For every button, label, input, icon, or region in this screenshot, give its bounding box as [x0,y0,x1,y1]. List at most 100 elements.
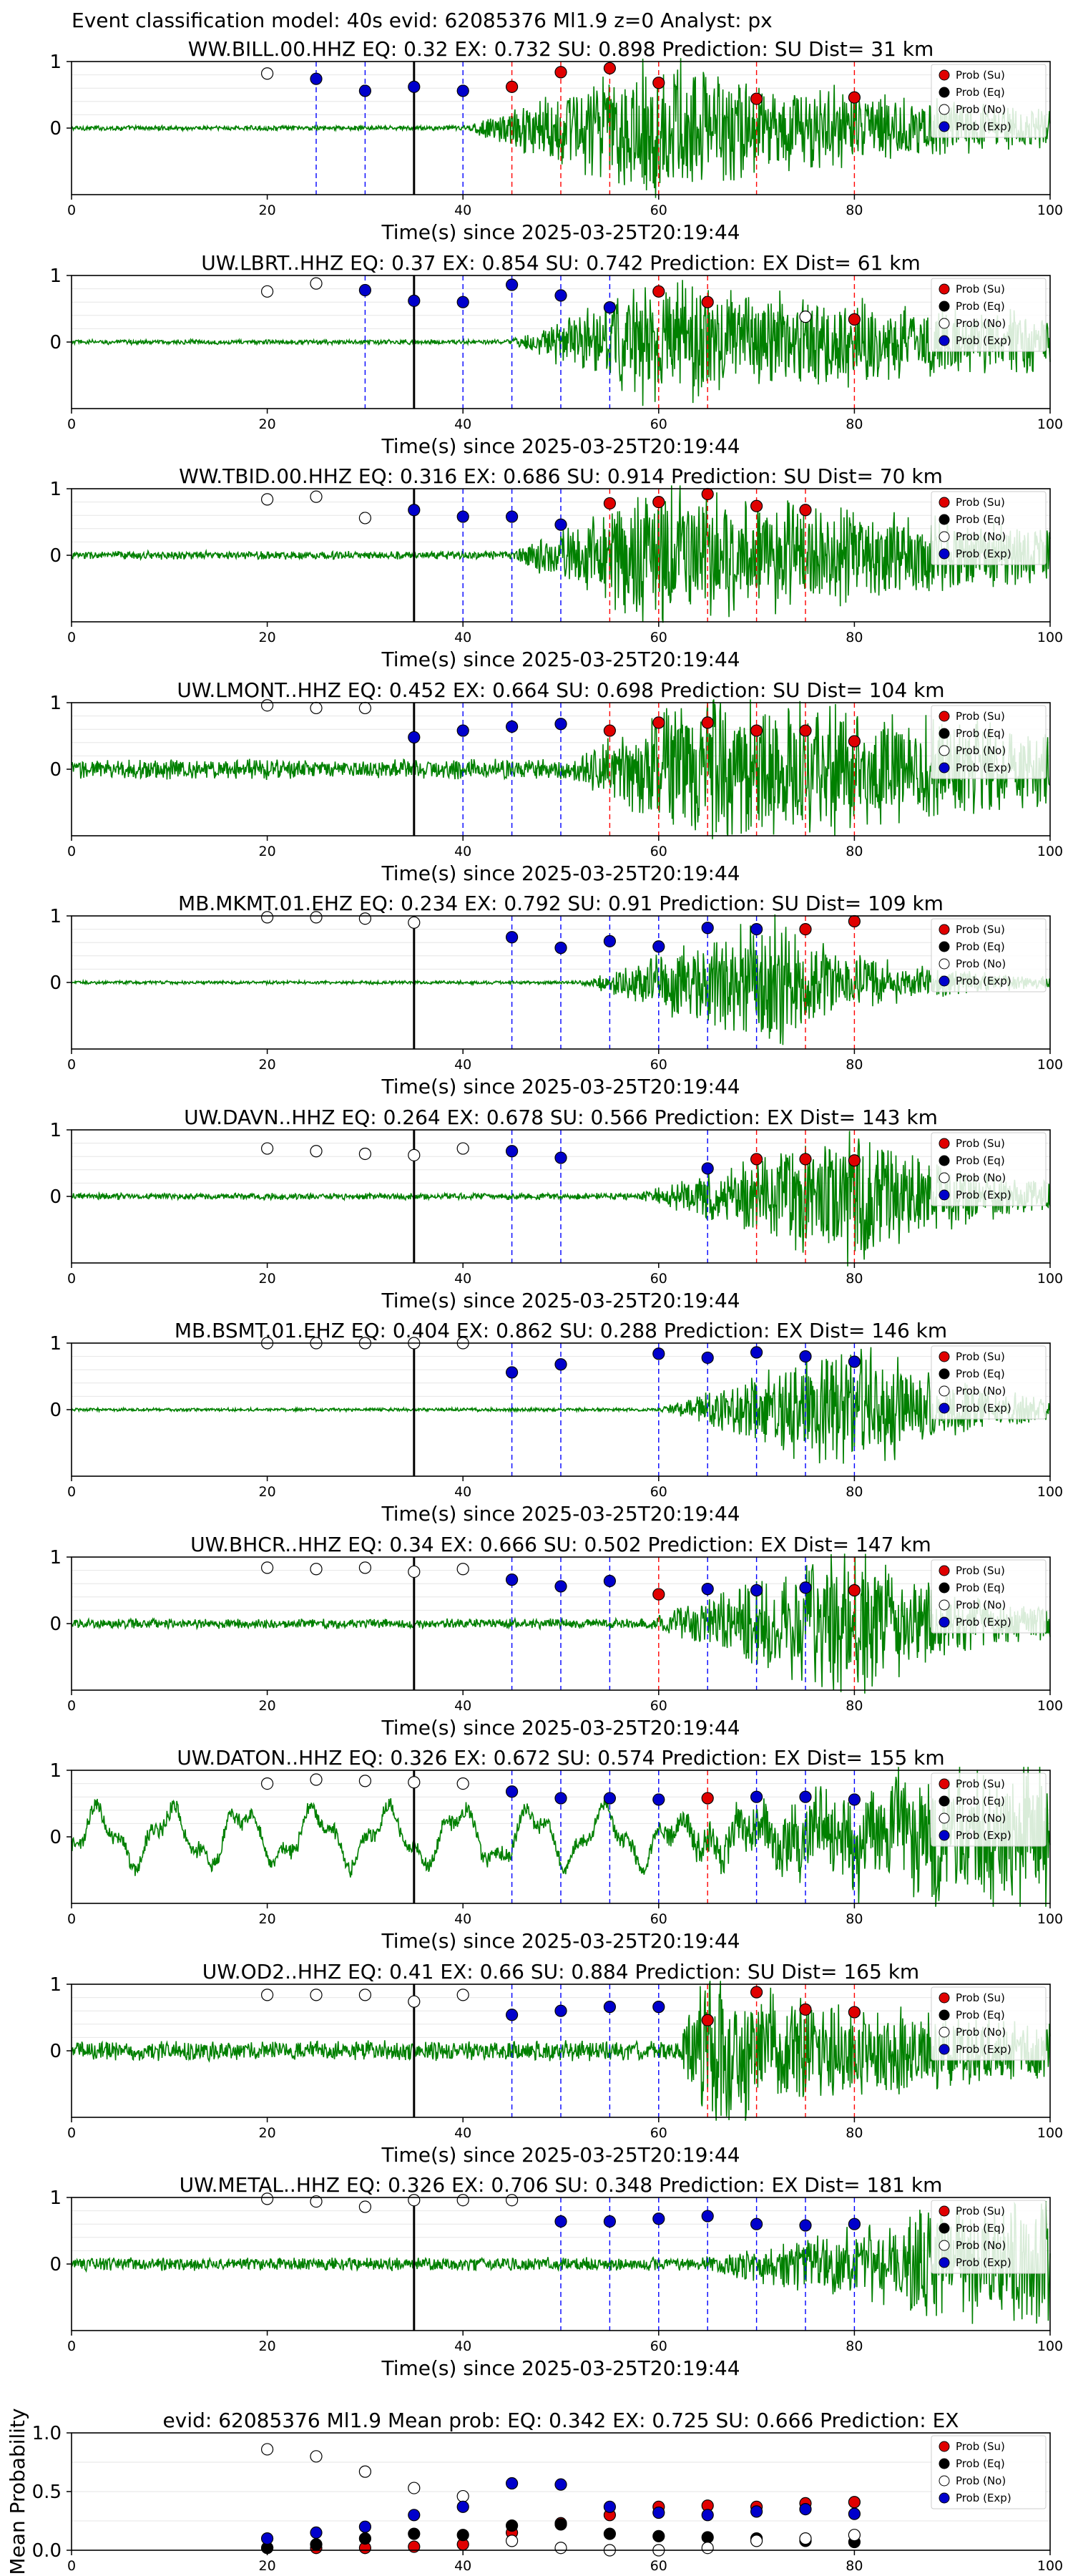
mean-prob-point-su [848,2496,861,2509]
y-tick-label: 0 [49,1827,62,1848]
x-tick-label: 0 [67,630,76,645]
mean-prob-point-exp [408,2509,421,2522]
x-tick-label: 100 [1037,1484,1063,1500]
prob-point-exp [603,301,617,314]
legend-label: Prob (Su) [956,2440,1005,2453]
x-tick-label: 20 [259,1484,276,1500]
panel-11: evid: 62085376 Ml1.9 Mean prob: EQ: 0.34… [6,2408,1063,2575]
prob-point-exp [603,1792,617,1805]
prob-point-exp [848,1793,861,1806]
legend-marker [939,2240,950,2251]
prob-point-exp [603,935,617,947]
x-tick-label: 100 [1037,2125,1063,2141]
legend-label: Prob (No) [956,103,1006,116]
y-tick-label: 0 [49,2254,62,2275]
x-tick-label: 100 [1037,2558,1063,2574]
legend-marker [939,1599,950,1611]
x-tick-label: 0 [67,1484,76,1500]
prob-point-no [408,1565,421,1579]
legend-marker [939,1138,950,1149]
y-tick-label: 0 [49,1614,62,1635]
legend-marker [939,1155,950,1166]
legend-label: Prob (No) [956,744,1006,757]
legend-marker [939,318,950,329]
x-tick-label: 0 [67,1271,76,1287]
x-tick-label: 80 [846,2558,863,2574]
prob-point-su [799,504,812,517]
prob-point-exp [701,1162,714,1175]
legend-label: Prob (Eq) [956,1367,1005,1380]
waveform-trace [71,914,1051,1045]
prob-point-no [456,1142,469,1155]
axes-frame [71,275,1051,409]
x-tick-label: 100 [1037,844,1063,859]
x-tick-label: 0 [67,1911,76,1927]
prob-point-exp [750,1790,763,1803]
prob-point-su [652,77,665,89]
prob-point-exp [456,510,469,523]
panel-6: MB.BSMT.01.EHZ EQ: 0.404 EX: 0.862 SU: 0… [49,1319,1063,1526]
legend-label: Prob (Exp) [956,761,1011,774]
prob-point-exp [358,283,371,297]
legend-marker [939,2475,950,2487]
x-tick-label: 40 [454,844,471,859]
legend-marker [939,1189,950,1201]
prob-point-exp [652,940,665,953]
y-tick-label: 0 [49,332,62,353]
legend-marker [939,728,950,739]
prob-point-exp [505,720,519,733]
legend-frame [931,705,1047,779]
x-axis-label: Time(s) since 2025-03-25T20:19:44 [381,2143,740,2167]
prob-point-exp [701,1351,714,1365]
x-tick-label: 100 [1037,630,1063,645]
prob-point-no [310,2195,323,2208]
x-tick-label: 60 [650,630,667,645]
x-tick-label: 80 [846,1911,863,1927]
prob-point-no [310,277,323,290]
legend-marker [939,941,950,952]
x-tick-label: 20 [259,1271,276,1287]
prob-point-no [261,67,274,80]
axes-frame [71,2197,1051,2331]
legend-label: Prob (No) [956,1599,1006,1611]
legend-label: Prob (Eq) [956,1154,1005,1167]
x-tick-label: 60 [650,1698,667,1714]
legend-label: Prob (Eq) [956,940,1005,953]
prob-point-no [261,1142,274,1155]
x-tick-label: 20 [259,1911,276,1927]
x-tick-label: 40 [454,1698,471,1714]
prob-point-no [408,1995,421,2008]
x-tick-label: 20 [259,2558,276,2574]
axes-frame [71,488,1051,623]
panel-1: UW.LBRT..HHZ EQ: 0.37 EX: 0.854 SU: 0.74… [49,251,1063,458]
x-tick-label: 100 [1037,1698,1063,1714]
legend-label: Prob (Exp) [956,334,1011,347]
legend-label: Prob (Eq) [956,1795,1005,1807]
legend-marker [939,2044,950,2055]
x-axis-label: Time(s) since 2025-03-25T20:19:44 [381,1075,740,1098]
prob-point-su [701,296,714,308]
legend-label: Prob (No) [956,1812,1006,1825]
y-tick-label: 0.5 [32,2482,62,2503]
mean-prob-point-no [554,2542,567,2555]
prob-point-no [456,1989,469,2001]
mean-prob-point-su [408,2540,421,2553]
legend-0: Prob (Su) Prob (Eq) Prob (No) Prob (Exp) [931,64,1047,138]
y-tick-label: 0 [49,2041,62,2062]
prob-point-su [603,497,617,510]
x-axis-label: Time(s) since 2025-03-25T20:19:44 [381,434,740,458]
mean-prob-point-exp [261,2532,274,2545]
mean-prob-point-eq [554,2518,567,2531]
waveform-trace [71,1981,1051,2121]
prob-point-no [310,1989,323,2001]
legend-marker [939,1778,950,1790]
prob-point-no [261,493,274,506]
prob-point-su [652,1588,665,1601]
x-tick-label: 60 [650,1484,667,1500]
x-tick-label: 40 [454,416,471,432]
x-tick-label: 100 [1037,203,1063,218]
panel-title: MB.MKMT.01.EHZ EQ: 0.234 EX: 0.792 SU: 0… [178,892,944,915]
prob-point-no [358,2200,371,2213]
legend-marker [939,497,950,508]
x-tick-label: 40 [454,2125,471,2141]
